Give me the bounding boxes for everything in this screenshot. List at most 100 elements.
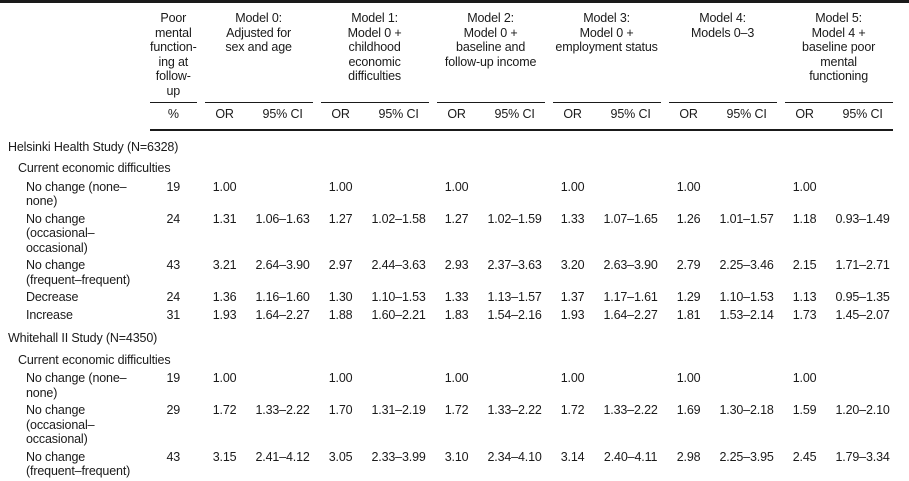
or-cell: 1.00 xyxy=(212,179,237,194)
ci-cell xyxy=(253,368,313,400)
ci-cell: 1.53–2.14 xyxy=(719,307,774,322)
or-cell: 1.00 xyxy=(560,179,585,194)
or-cell: 2.98 xyxy=(676,449,701,464)
or-cell: 1.00 xyxy=(328,371,353,385)
table-row: No change (frequent–frequent) 43 3.15 2.41–… xyxy=(8,447,893,479)
ci-cell xyxy=(717,368,777,400)
or-column-header: OR xyxy=(215,107,234,121)
section-subtitle-row: Current economic difficulties xyxy=(8,155,893,177)
or-cell: 1.27 xyxy=(328,211,353,226)
ci-cell: 0.93–1.49 xyxy=(835,211,890,226)
or-cell: 2.15 xyxy=(792,258,817,272)
pct-cell: 29 xyxy=(166,403,181,417)
ci-cell xyxy=(369,368,429,400)
or-cell: 1.00 xyxy=(444,179,469,194)
pct-cell: 19 xyxy=(166,371,181,385)
or-cell: 1.93 xyxy=(560,307,585,322)
ci-cell xyxy=(717,177,777,209)
pct-cell: 24 xyxy=(166,211,181,226)
ci-cell: 1.60–2.21 xyxy=(371,307,426,322)
model-5-header: Model 5: Model 4 + baseline poor mental … xyxy=(784,3,893,103)
or-cell: 1.18 xyxy=(792,211,817,226)
or-cell: 1.00 xyxy=(444,371,469,385)
or-cell: 1.81 xyxy=(676,307,701,322)
row-label: No change (occasional–occasional) xyxy=(26,211,95,255)
or-cell: 3.15 xyxy=(212,449,237,464)
pct-cell: 24 xyxy=(166,290,181,304)
ci-cell: 1.20–2.10 xyxy=(835,403,890,417)
header-rule-row xyxy=(8,128,893,131)
model-4-header: Model 4: Models 0–3 xyxy=(668,3,777,103)
ci-cell: 1.31–2.19 xyxy=(371,403,426,417)
section-title-row: Helsinki Health Study (N=6328) xyxy=(8,131,893,156)
or-cell: 1.36 xyxy=(212,290,237,304)
ci-cell: 1.01–1.57 xyxy=(719,211,774,226)
ci-column-header: 95% CI xyxy=(262,107,303,121)
or-cell: 1.00 xyxy=(212,371,237,385)
pct-cell: 43 xyxy=(166,449,181,464)
or-cell: 1.29 xyxy=(676,290,701,304)
or-cell: 1.70 xyxy=(328,403,353,417)
outcome-header: Poor mental function- ing at follow-up xyxy=(150,3,197,103)
or-cell: 2.97 xyxy=(328,258,353,272)
or-cell: 1.00 xyxy=(560,371,585,385)
row-label: No change (none–none) xyxy=(26,371,127,400)
ci-cell: 2.44–3.63 xyxy=(371,258,426,272)
ci-cell: 1.13–1.57 xyxy=(487,290,542,304)
or-cell: 2.93 xyxy=(444,258,469,272)
or-cell: 1.73 xyxy=(792,307,817,322)
or-cell: 1.30 xyxy=(328,290,353,304)
table-row: Increase 31 1.93 1.64–2.27 1.88 1.60–2.21 1.83… xyxy=(8,305,893,323)
table-row: No change (none–none) 19 1.00 1.00 1.00 1.00 1… xyxy=(8,368,893,400)
or-cell: 1.00 xyxy=(792,371,817,385)
ci-cell: 2.41–4.12 xyxy=(255,449,310,464)
stub-subheader xyxy=(8,103,142,129)
table-row: No change (none–none) 19 1.00 1.00 1.00 1.00 1… xyxy=(8,177,893,209)
section-subtitle-row: Current economic difficulties xyxy=(8,347,893,369)
ci-column-header: 95% CI xyxy=(610,107,651,121)
ci-cell: 1.64–2.27 xyxy=(255,307,310,322)
ci-cell: 1.02–1.58 xyxy=(371,211,426,226)
row-label: No change (frequent–frequent) xyxy=(26,449,131,479)
ci-column-header: 95% CI xyxy=(378,107,419,121)
or-column-header: OR xyxy=(679,107,698,121)
or-cell: 1.33 xyxy=(560,211,585,226)
or-cell: 1.00 xyxy=(676,179,701,194)
or-cell: 1.26 xyxy=(676,211,701,226)
ci-cell: 1.02–1.59 xyxy=(487,211,542,226)
ci-cell xyxy=(833,177,893,209)
pct-cell: 19 xyxy=(166,179,181,194)
ci-cell: 1.16–1.60 xyxy=(255,290,310,304)
table-row: No change (occasional–occasional) 24 1.31 1… xyxy=(8,209,893,256)
header-rule xyxy=(150,128,893,131)
or-cell: 1.93 xyxy=(212,307,237,322)
row-label: No change (occasional–occasional) xyxy=(26,403,95,446)
row-label: Increase xyxy=(26,307,73,322)
ci-column-header: 95% CI xyxy=(494,107,535,121)
or-cell: 1.31 xyxy=(212,211,237,226)
or-cell: 2.45 xyxy=(792,449,817,464)
ci-cell: 1.10–1.53 xyxy=(371,290,426,304)
model-1-header: Model 1: Model 0 + childhood economic di… xyxy=(320,3,429,103)
table-row: No change (frequent–frequent) 43 3.21 2.64–… xyxy=(8,255,893,287)
ci-cell: 2.34–4.10 xyxy=(487,449,542,464)
ci-cell: 2.64–3.90 xyxy=(255,258,310,272)
or-cell: 1.27 xyxy=(444,211,469,226)
model-2-header: Model 2: Model 0 + baseline and follow-u… xyxy=(436,3,545,103)
or-cell: 3.05 xyxy=(328,449,353,464)
or-cell: 3.14 xyxy=(560,449,585,464)
ci-cell: 1.79–3.34 xyxy=(835,449,890,464)
stub-header xyxy=(8,3,142,103)
or-cell: 1.00 xyxy=(328,179,353,194)
ci-cell: 1.17–1.61 xyxy=(603,290,658,304)
ci-cell: 1.10–1.53 xyxy=(719,290,774,304)
ci-cell xyxy=(601,177,661,209)
or-cell: 1.69 xyxy=(676,403,701,417)
ci-cell: 1.30–2.18 xyxy=(719,403,774,417)
pct-column-header: % xyxy=(167,107,179,121)
or-cell: 1.00 xyxy=(676,371,701,385)
ci-cell xyxy=(601,368,661,400)
or-cell: 3.10 xyxy=(444,449,469,464)
